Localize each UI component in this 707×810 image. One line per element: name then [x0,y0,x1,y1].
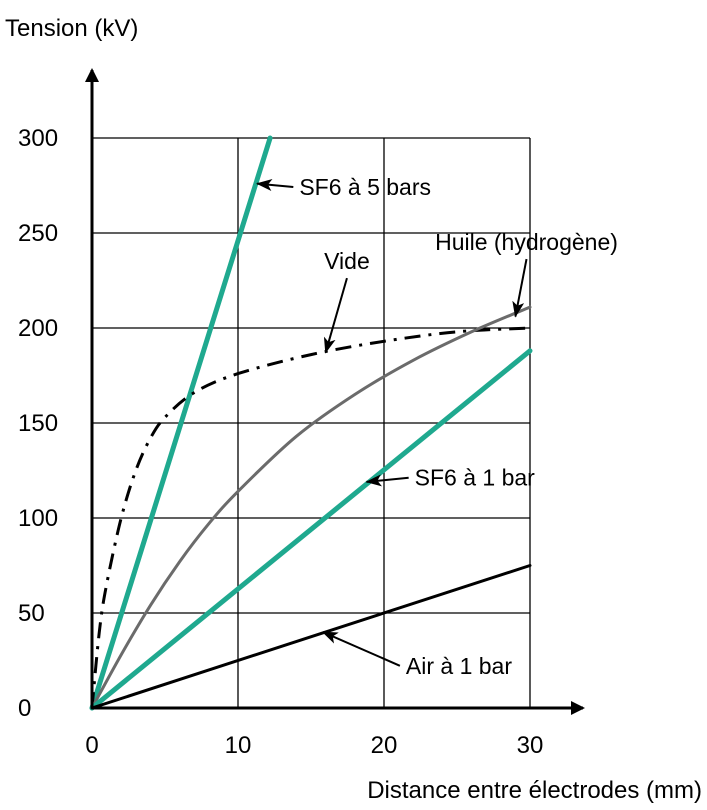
y-axis-title: Tension (kV) [5,15,138,42]
y-tick-label: 150 [18,410,58,437]
annotation-arrow [323,277,348,354]
x-tick-label: 0 [85,732,98,759]
annotations: SF6 à 5 bars Vide Huile (hydrogène) SF6 à 1… [255,174,618,679]
y-tick-label: 200 [18,315,58,342]
x-tick-label: 20 [371,732,398,759]
y-tick-label: 300 [18,125,58,152]
series-line-3 [89,348,533,711]
y-tick-label: 100 [18,505,58,532]
y-tick-label: 0 [18,695,31,722]
x-tick-label: 30 [517,732,544,759]
annotation-arrow [512,258,528,318]
annotation-label: Air à 1 bar [406,653,512,679]
annotation-label: SF6 à 1 bar [415,465,536,491]
series-line-2 [90,305,532,710]
x-axis-title: Distance entre électrodes (mm) [367,777,702,804]
tick-labels: 0 50 100 150 200 250 300 0 10 20 30 [18,125,543,759]
series-line-1 [90,326,531,709]
annotation-label: Vide [324,248,370,274]
annotation-arrow [321,631,401,667]
annotation-label: Huile (hydrogène) [435,229,618,255]
y-tick-label: 50 [18,600,45,627]
annotation-arrow [255,179,294,191]
y-tick-label: 250 [18,220,58,247]
series-line-0 [89,135,273,711]
annotation-label: SF6 à 5 bars [299,174,431,200]
axes [85,68,585,715]
annotation-arrow [365,474,409,487]
x-tick-label: 10 [225,732,252,759]
series-layer [89,135,533,711]
series-line-4 [90,564,532,710]
